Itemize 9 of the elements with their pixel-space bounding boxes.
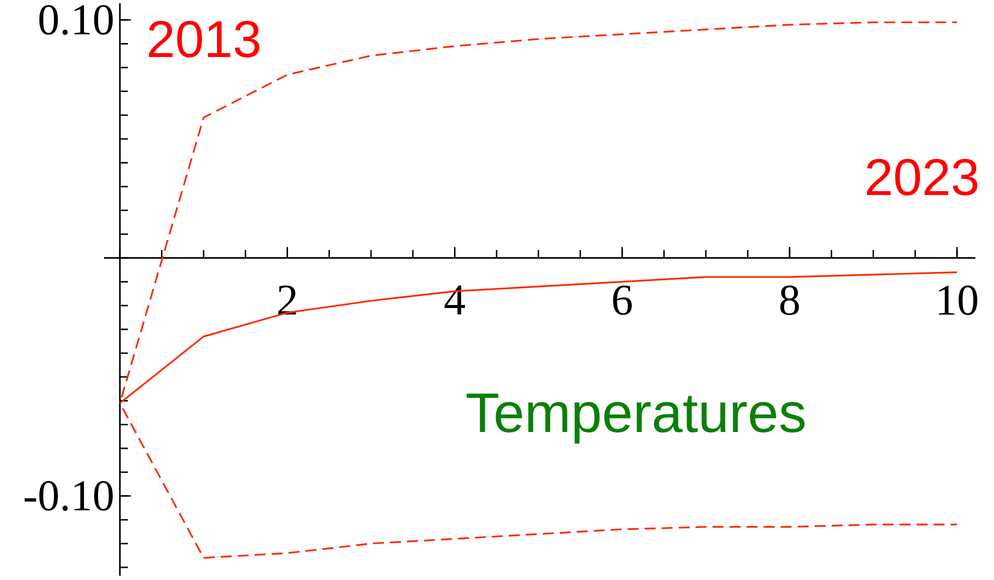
annotation: 2013: [148, 20, 260, 58]
x-tick-label: 4: [444, 285, 466, 314]
x-tick-label: 10: [938, 285, 978, 316]
x-tick-label: 8: [780, 285, 799, 316]
y-tick-label: -0.10: [24, 481, 113, 511]
y-tick-label: 0.10: [39, 5, 113, 35]
annotation: 2023: [866, 158, 978, 196]
annotation: Temperatures: [466, 394, 805, 444]
x-tick-label: 6: [613, 285, 632, 315]
